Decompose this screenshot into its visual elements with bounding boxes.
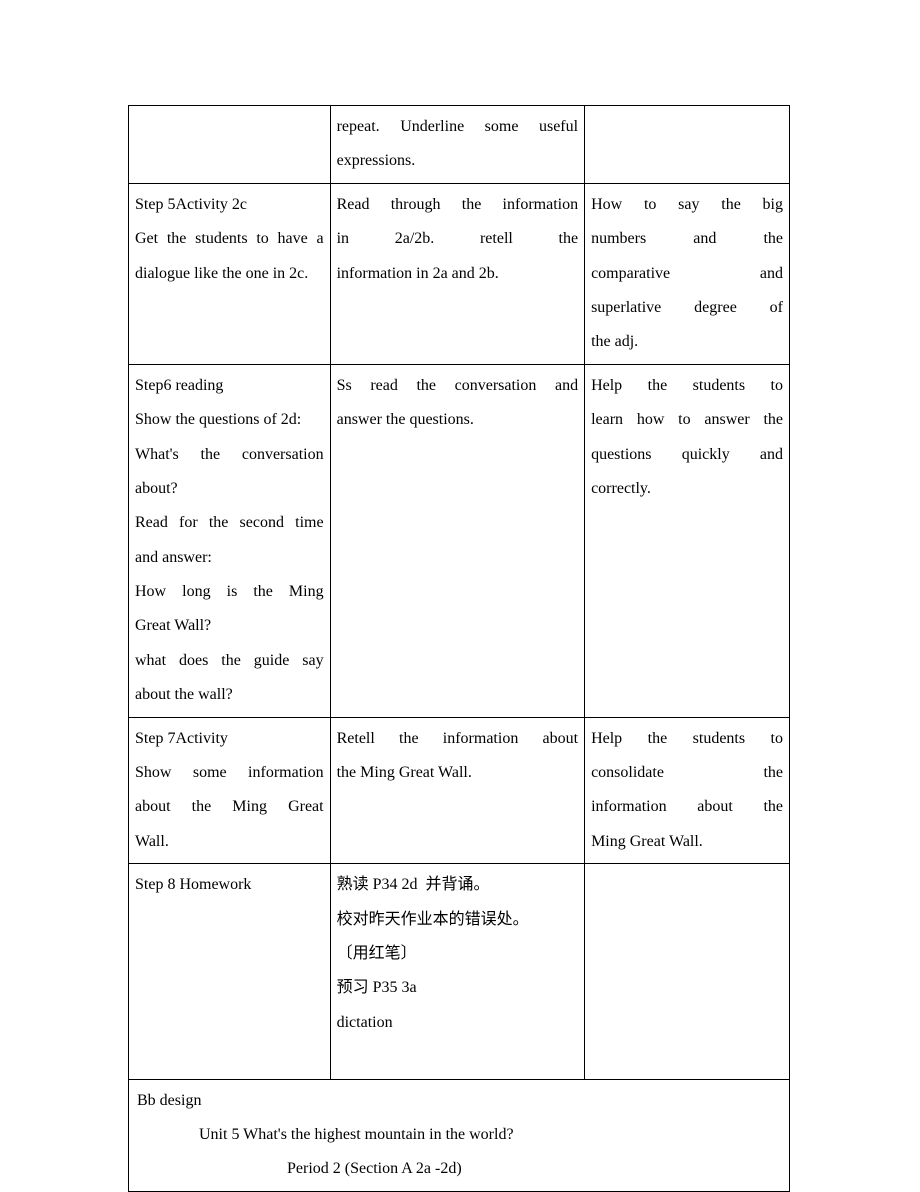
cell-text: Wall. bbox=[135, 825, 324, 859]
cell-text: 熟读 P34 2d 并背诵。 bbox=[337, 868, 578, 902]
cell-text: Step 7Activity bbox=[135, 722, 324, 756]
cell-text: the adj. bbox=[591, 325, 783, 359]
cell-text: and answer: bbox=[135, 541, 324, 575]
cell-purpose: Help the students to learn how to answer… bbox=[585, 364, 790, 717]
cell-text: Read through the information bbox=[337, 188, 578, 222]
period-subtitle: Period 2 (Section A 2a -2d) bbox=[137, 1152, 783, 1186]
table-row: repeat. Underline some useful expression… bbox=[129, 106, 790, 184]
cell-text: Ming Great Wall. bbox=[591, 825, 783, 859]
cell-text: How long is the Ming bbox=[135, 575, 324, 609]
cell-text: about the wall? bbox=[135, 678, 324, 712]
cell-activity: Read through the information in 2a/2b. r… bbox=[330, 183, 584, 364]
cell-text: dictation bbox=[337, 1006, 578, 1040]
cell-text: dialogue like the one in 2c. bbox=[135, 257, 324, 291]
cell-purpose bbox=[585, 106, 790, 184]
cell-text: repeat. Underline some useful expression… bbox=[337, 118, 578, 169]
cell-purpose: How to say the big numbers and the compa… bbox=[585, 183, 790, 364]
cell-text: Great Wall? bbox=[135, 609, 324, 643]
cell-text: correctly. bbox=[591, 472, 783, 506]
cell-text: information in 2a and 2b. bbox=[337, 257, 578, 291]
cell-text: Show some information bbox=[135, 756, 324, 790]
cell-text: about? bbox=[135, 472, 324, 506]
cell-text: Ss read the conversation and bbox=[337, 369, 578, 403]
cell-text: numbers and the bbox=[591, 222, 783, 256]
cell-step: Step 5Activity 2c Get the students to ha… bbox=[129, 183, 331, 364]
cell-text: what does the guide say bbox=[135, 644, 324, 678]
cell-activity: Retell the information about the Ming Gr… bbox=[330, 717, 584, 864]
cell-text: information about the bbox=[591, 790, 783, 824]
cell-purpose: Help the students to consolidate the inf… bbox=[585, 717, 790, 864]
table-row: Step6 reading Show the questions of 2d: … bbox=[129, 364, 790, 717]
cell-text: comparative and bbox=[591, 257, 783, 291]
cell-text: superlative degree of bbox=[591, 291, 783, 325]
cell-text: Help the students to bbox=[591, 722, 783, 756]
cell-purpose bbox=[585, 864, 790, 1079]
cell-text: questions quickly and bbox=[591, 438, 783, 472]
cell-text: Help the students to bbox=[591, 369, 783, 403]
cell-text: answer the questions. bbox=[337, 403, 578, 437]
footer-cell: Bb design Unit 5 What's the highest moun… bbox=[129, 1079, 790, 1191]
cell-text: the Ming Great Wall. bbox=[337, 756, 578, 790]
cell-text: Step6 reading bbox=[135, 369, 324, 403]
cell-text: Get the students to have a bbox=[135, 222, 324, 256]
cell-text: learn how to answer the bbox=[591, 403, 783, 437]
cell-activity: repeat. Underline some useful expression… bbox=[330, 106, 584, 184]
cell-text: Show the questions of 2d: bbox=[135, 403, 324, 437]
cell-activity: Ss read the conversation and answer the … bbox=[330, 364, 584, 717]
cell-step: Step6 reading Show the questions of 2d: … bbox=[129, 364, 331, 717]
cell-text: How to say the big bbox=[591, 188, 783, 222]
cell-text: Step 8 Homework bbox=[135, 876, 251, 893]
table-row: Step 8 Homework 熟读 P34 2d 并背诵。 校对昨天作业本的错… bbox=[129, 864, 790, 1079]
cell-text: 〔用红笔〕 bbox=[337, 937, 578, 971]
unit-title: Unit 5 What's the highest mountain in th… bbox=[137, 1118, 783, 1152]
bb-design-label: Bb design bbox=[137, 1084, 783, 1118]
table-row: Step 7Activity Show some information abo… bbox=[129, 717, 790, 864]
cell-step: Step 7Activity Show some information abo… bbox=[129, 717, 331, 864]
cell-step: Step 8 Homework bbox=[129, 864, 331, 1079]
cell-text: about the Ming Great bbox=[135, 790, 324, 824]
table-footer-row: Bb design Unit 5 What's the highest moun… bbox=[129, 1079, 790, 1191]
cell-text: 预习 P35 3a bbox=[337, 971, 578, 1005]
cell-activity: 熟读 P34 2d 并背诵。 校对昨天作业本的错误处。 〔用红笔〕 预习 P35… bbox=[330, 864, 584, 1079]
cell-text: What's the conversation bbox=[135, 438, 324, 472]
cell-text: consolidate the bbox=[591, 756, 783, 790]
cell-text bbox=[337, 1040, 578, 1074]
cell-text: 校对昨天作业本的错误处。 bbox=[337, 903, 578, 937]
cell-text: Step 5Activity 2c bbox=[135, 188, 324, 222]
cell-text: Retell the information about bbox=[337, 722, 578, 756]
table-row: Step 5Activity 2c Get the students to ha… bbox=[129, 183, 790, 364]
cell-text: Read for the second time bbox=[135, 506, 324, 540]
cell-text: in 2a/2b. retell the bbox=[337, 222, 578, 256]
lesson-plan-table: repeat. Underline some useful expression… bbox=[128, 105, 790, 1192]
cell-step bbox=[129, 106, 331, 184]
